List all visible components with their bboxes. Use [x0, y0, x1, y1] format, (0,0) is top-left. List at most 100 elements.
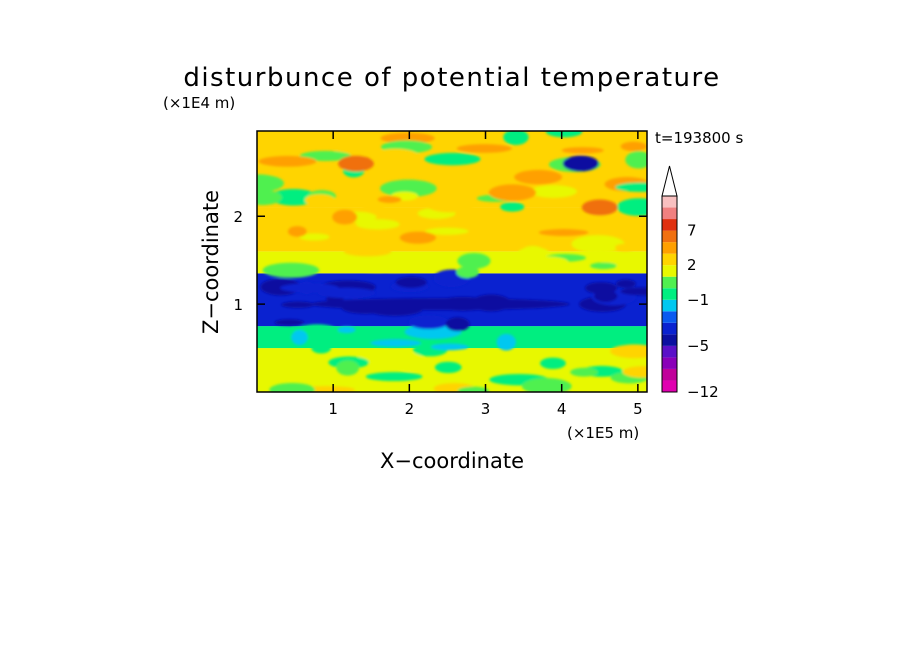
field-cell	[457, 252, 491, 269]
field-cell	[616, 198, 647, 216]
y-unit-label: (×1E4 m)	[163, 94, 235, 112]
field-cell	[370, 148, 420, 166]
colorbar-segment	[662, 288, 677, 300]
x-axis-label: X−coordinate	[380, 449, 524, 473]
colorbar-segment	[662, 276, 677, 289]
field-cell	[571, 235, 625, 254]
field-cell	[530, 185, 578, 198]
x-tick-label: 1	[328, 400, 338, 418]
field-cell	[408, 315, 449, 330]
field-cell	[503, 131, 529, 145]
field-cell	[430, 343, 469, 351]
field-cell	[500, 202, 525, 212]
field-cell	[475, 219, 496, 226]
field-cell	[610, 344, 647, 359]
field-cell	[426, 198, 474, 213]
field-cell	[434, 361, 462, 374]
field-cell	[395, 276, 427, 288]
field-cell	[594, 290, 618, 303]
field-cell	[457, 386, 490, 392]
colorbar-tick-label: 7	[687, 222, 697, 240]
field-cell	[287, 226, 307, 237]
x-tick-label: 4	[557, 400, 567, 418]
x-unit-label: (×1E5 m)	[567, 424, 639, 442]
field-cell	[355, 219, 400, 230]
colorbar-segment	[662, 219, 677, 231]
colorbar-segment	[662, 207, 677, 220]
field-cell	[257, 332, 292, 341]
colorbar-segment	[662, 380, 677, 392]
field-cell	[616, 279, 636, 289]
field-cell	[258, 155, 317, 167]
field-cell	[269, 383, 316, 392]
field-cell	[343, 246, 392, 257]
field-cell	[424, 152, 481, 166]
y-axis-label: Z−coordinate	[199, 190, 223, 334]
colorbar-segment	[662, 196, 677, 208]
field-cell	[291, 330, 308, 346]
time-label: t=193800 s	[655, 129, 743, 147]
field-cell	[380, 179, 437, 198]
field-cell	[496, 333, 516, 351]
field-cell	[620, 287, 647, 296]
field-cell	[257, 226, 289, 233]
field-cell	[522, 245, 544, 256]
colorbar-segment	[662, 242, 677, 254]
field-cell	[538, 229, 589, 237]
colorbar-segment	[662, 265, 677, 277]
field-cell	[257, 174, 284, 193]
field-cell	[404, 324, 462, 340]
y-tick-label: 1	[233, 296, 243, 314]
field-cell	[622, 366, 647, 378]
field-cell	[262, 262, 320, 278]
field-cell	[365, 372, 423, 382]
field-cell	[257, 189, 282, 206]
colorbar-segment	[662, 345, 677, 358]
field-cell	[561, 147, 604, 154]
x-tick-label: 5	[633, 400, 643, 418]
field-cell	[590, 262, 617, 270]
field-cell	[456, 266, 480, 279]
colorbar-segment	[662, 311, 677, 323]
colorbar-tick-label: −1	[687, 291, 709, 309]
x-tick-label: 3	[481, 400, 491, 418]
colorbar: −12−5−127	[661, 165, 719, 401]
y-axis-ticks: 12	[233, 208, 647, 314]
field-cell	[540, 357, 566, 370]
field-cell	[615, 182, 647, 192]
field-cell	[336, 360, 360, 376]
colorbar-extend-arrow	[661, 165, 678, 197]
field-cell	[615, 243, 635, 252]
field-cell	[370, 339, 422, 347]
field-cell	[337, 326, 356, 334]
colorbar-tick-label: −5	[687, 337, 709, 355]
field-cell	[521, 378, 572, 392]
field-cell	[257, 372, 278, 380]
field-cell	[625, 151, 647, 169]
field-cell	[477, 175, 498, 187]
field-cell	[311, 342, 332, 354]
x-axis-ticks: 1 2 3 4 5	[328, 131, 643, 418]
field-cell	[332, 209, 358, 225]
field-cell	[309, 298, 570, 311]
chart-title: disturbunce of potential temperature	[183, 63, 720, 93]
field-cell	[514, 169, 563, 185]
field-feature	[581, 199, 618, 216]
colorbar-segment	[662, 334, 677, 346]
field-cell	[281, 301, 315, 308]
colorbar-tick-label: −12	[687, 383, 719, 401]
colorbar-segment	[662, 230, 677, 243]
x-tick-label: 2	[405, 400, 415, 418]
field-cell	[280, 283, 339, 293]
field-cell	[356, 263, 398, 273]
field-cell	[377, 196, 402, 203]
field-cell	[488, 184, 537, 201]
field-cell	[274, 319, 305, 326]
colorbar-segment	[662, 368, 677, 381]
field-cell	[396, 353, 425, 371]
field-feature	[338, 155, 375, 172]
contour-field	[257, 131, 647, 392]
field-cell	[425, 227, 469, 235]
field-cell	[299, 233, 330, 241]
